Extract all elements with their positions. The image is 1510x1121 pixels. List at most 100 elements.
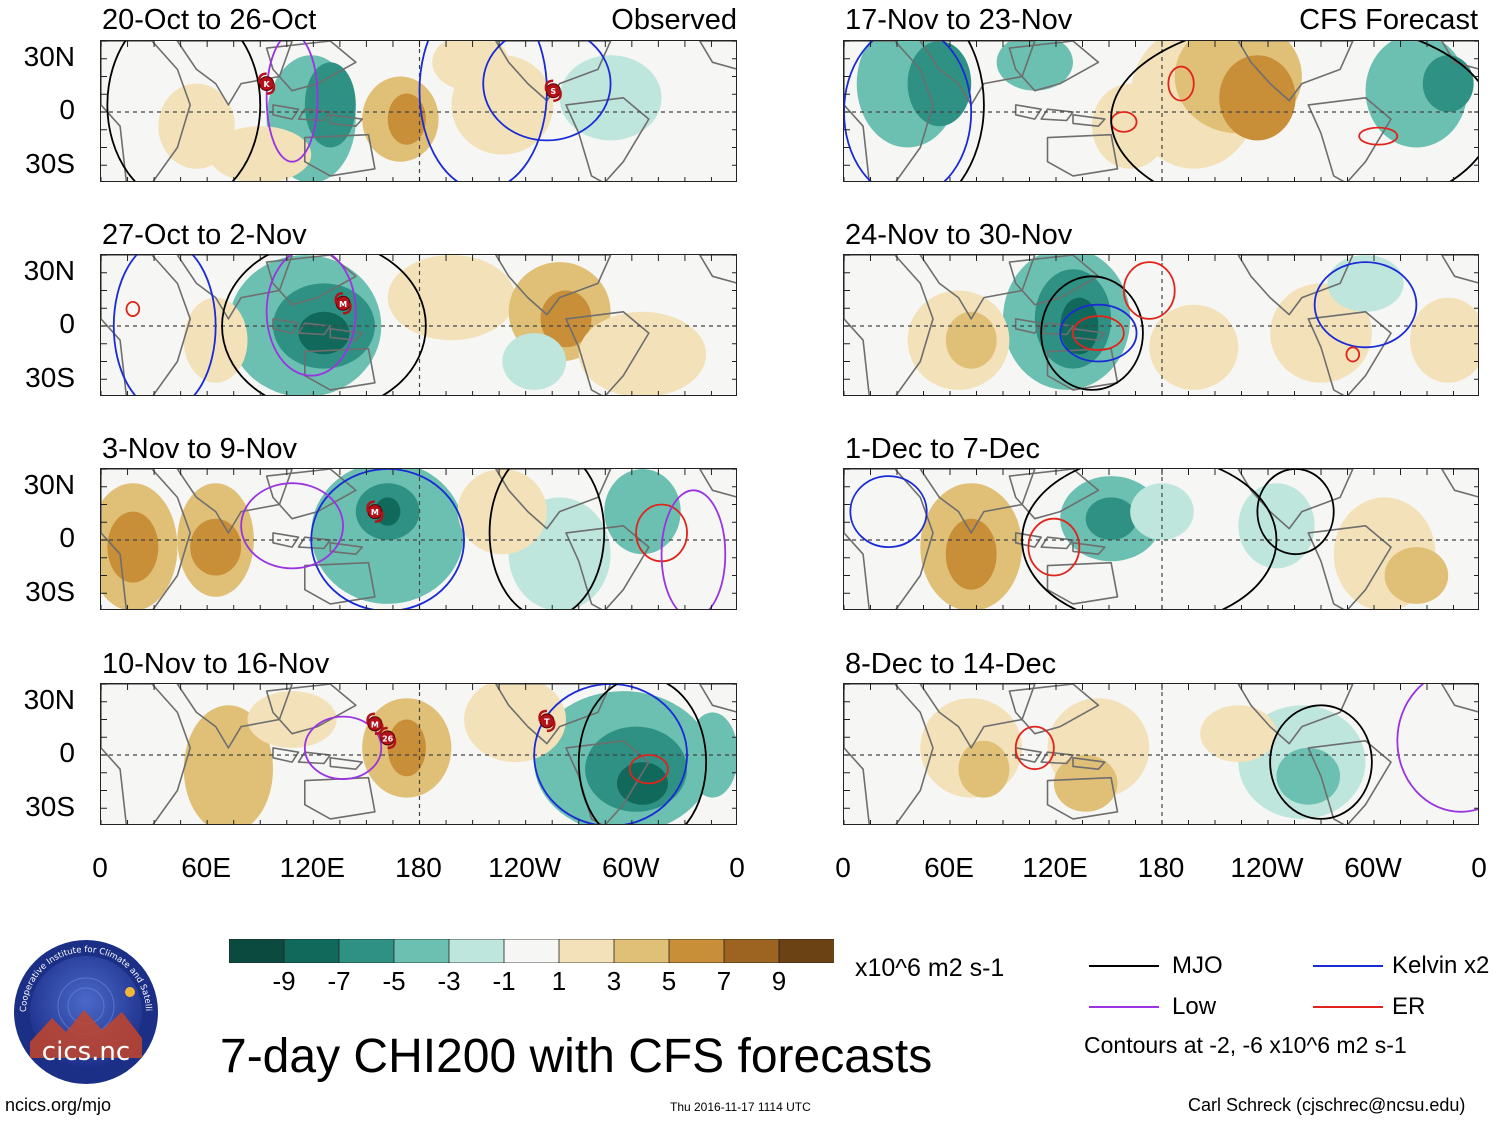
coastline: [698, 255, 736, 284]
map-panel: [843, 683, 1479, 825]
contour-kelvin: [112, 255, 217, 395]
longitude-label: 120W: [488, 852, 562, 883]
coastline: [1307, 96, 1392, 181]
axis-ticks: [101, 41, 736, 181]
storm-marker: T: [538, 709, 556, 733]
contour-er: [1358, 126, 1399, 146]
anomaly-blob: [183, 705, 273, 824]
colorbar-tick-label: 7: [716, 966, 732, 996]
coastline: [1072, 542, 1106, 555]
wave-contours: [849, 469, 1335, 609]
coastline: [1040, 751, 1074, 765]
storm-marker: 26: [379, 726, 397, 750]
coastline: [1440, 255, 1478, 284]
anomaly-blob: [464, 684, 566, 763]
anomaly-blob: [247, 691, 337, 748]
anomaly-blob: [387, 255, 516, 341]
coastline: [565, 310, 650, 395]
contour-mjo: [959, 41, 985, 181]
map-panel: M: [100, 254, 737, 396]
coastline: [1046, 133, 1119, 177]
panel-title: 3-Nov to 9-Nov: [102, 433, 298, 465]
anomaly-blob: [1238, 483, 1315, 569]
longitude-label: 0: [92, 852, 108, 883]
contour-kelvin: [1313, 261, 1418, 349]
coastline: [698, 41, 736, 70]
anomaly-blob: [1276, 747, 1341, 805]
coastline: [919, 684, 1036, 749]
panel-title: 8-Dec to 14-Dec: [845, 648, 1057, 680]
contour-low: [240, 482, 344, 570]
footer-credit: Carl Schreck (cjschrec@ncsu.edu): [1188, 1095, 1466, 1115]
colorbar-swatch: [338, 938, 395, 964]
anomaly-blob: [578, 311, 707, 395]
axis-ticks: [844, 255, 1478, 395]
coastline: [297, 322, 332, 336]
anomaly-blob: [559, 55, 662, 141]
coastline: [1307, 310, 1392, 395]
longitude-label: 60E: [924, 852, 974, 883]
contours-note: Contours at -2, -6 x10^6 m2 s-1: [1084, 1032, 1407, 1058]
anomaly-blob: [387, 93, 426, 145]
legend-line-kelvin: [1313, 965, 1383, 967]
anomaly-blob: [1085, 497, 1137, 540]
longitude-label: 0: [835, 852, 851, 883]
cics-logo: Cooperative Institute for Climate and Sa…: [9, 931, 160, 1086]
contour-mjo: [106, 41, 262, 181]
storm-marker-label: K: [264, 80, 271, 89]
colorbar-swatch: [283, 938, 340, 964]
coastline: [304, 347, 376, 391]
coastline: [101, 255, 191, 395]
anomaly-fill: [920, 476, 1449, 609]
contour-kelvin: [482, 41, 612, 142]
panel-title: 10-Nov to 16-Nov: [102, 648, 330, 680]
axis-ticks: [844, 41, 1478, 181]
coastline: [1046, 347, 1119, 391]
colorbar-units: x10^6 m2 s-1: [855, 954, 1005, 982]
panel-title: 1-Dec to 7-Dec: [845, 433, 1041, 465]
coastlines: [844, 41, 1478, 181]
coastline: [1008, 684, 1100, 735]
colorbar-swatch: [558, 938, 615, 964]
longitude-label: 120E: [1022, 852, 1088, 883]
wave-contours: [112, 255, 427, 395]
latitude-label: 30S: [25, 362, 75, 393]
coastline: [101, 41, 191, 181]
coastline: [304, 133, 376, 177]
coastlines: [844, 255, 1478, 395]
anomaly-blob: [1149, 304, 1239, 390]
coastline: [101, 684, 191, 824]
colorbar-swatch: [228, 938, 285, 964]
coastline: [176, 469, 293, 534]
coastline: [698, 684, 736, 713]
colorbar-tick-label: 5: [661, 966, 677, 996]
coastline: [919, 255, 1036, 320]
contour-kelvin: [849, 475, 928, 548]
anomaly-blob: [1092, 83, 1169, 169]
colorbar-swatch: [613, 938, 670, 964]
storm-marker-label: S: [550, 87, 556, 96]
wave-contours: [844, 41, 1478, 181]
longitude-label: 180: [395, 852, 442, 883]
contour-mjo: [1021, 469, 1278, 609]
panel-title: 27-Oct to 2-Nov: [102, 219, 307, 251]
coastline: [329, 328, 364, 341]
longitude-label: 0: [1471, 852, 1487, 883]
latitude-label: 0: [59, 94, 75, 125]
coastline: [176, 684, 293, 749]
anomaly-blob: [209, 126, 312, 181]
longitude-label: 0: [729, 852, 745, 883]
panel-title: 17-Nov to 23-Nov: [845, 4, 1073, 36]
coastline: [176, 41, 293, 106]
anomaly-blob: [190, 518, 242, 576]
footer-link[interactable]: ncics.org/mjo: [5, 1095, 112, 1115]
longitude-label: 60W: [602, 852, 660, 883]
contour-er: [1122, 261, 1176, 320]
anomaly-blob: [945, 311, 997, 369]
latitude-label: 30S: [25, 148, 75, 179]
longitude-label: 60W: [1344, 852, 1402, 883]
legend-label-er: ER: [1392, 993, 1426, 1020]
panel-title: 20-Oct to 26-Oct: [102, 4, 317, 36]
coastline: [844, 684, 934, 824]
